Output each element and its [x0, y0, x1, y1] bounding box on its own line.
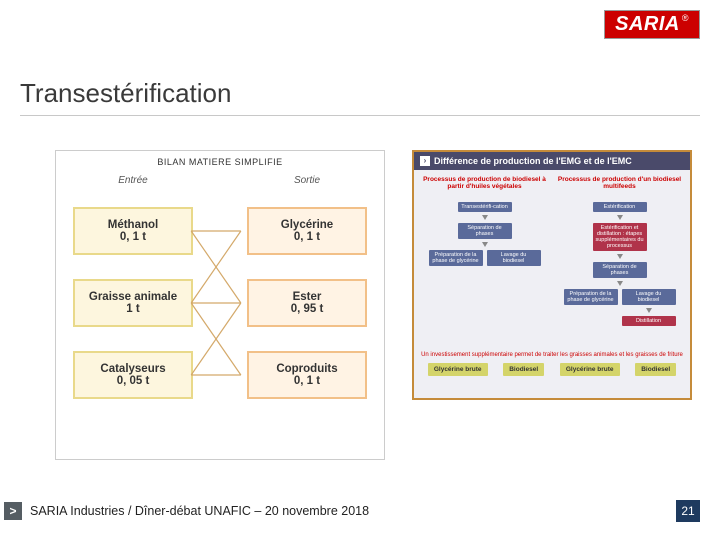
arrow-down-icon: [646, 308, 652, 313]
panel-output: Glycérine brute: [560, 363, 620, 376]
flow-node: Séparation de phases: [593, 262, 647, 278]
flow-node: Préparation de la phase de glycérine: [429, 250, 483, 266]
box-label: Graisse animale: [89, 291, 177, 303]
output-box-coproduits: Coproduits 0, 1 t: [247, 351, 367, 399]
arrow-down-icon: [482, 215, 488, 220]
panel-header-text: Différence de production de l'EMG et de …: [434, 156, 632, 166]
panel-left-col: Processus de production de biodiesel à p…: [420, 176, 549, 344]
panel-right-head: Processus de production d'un biodiesel m…: [555, 176, 684, 198]
panel-right-col: Processus de production d'un biodiesel m…: [555, 176, 684, 344]
input-box-graisse: Graisse animale 1 t: [73, 279, 193, 327]
chevron-icon: ›: [420, 156, 430, 166]
arrow-down-icon: [617, 281, 623, 286]
arrow-down-icon: [482, 242, 488, 247]
input-header: Entrée: [118, 175, 147, 189]
diagram-title: BILAN MATIERE SIMPLIFIE: [56, 151, 384, 175]
output-header: Sortie: [294, 175, 320, 189]
flow-node: Séparation de phases: [458, 223, 512, 239]
flow-node: Transestérifi-cation: [458, 202, 512, 212]
input-box-methanol: Méthanol 0, 1 t: [73, 207, 193, 255]
page-title: Transestérification: [20, 78, 700, 116]
box-qty: 0, 95 t: [291, 303, 324, 315]
panel-output: Biodiesel: [503, 363, 544, 376]
box-qty: 1 t: [126, 303, 139, 315]
panel-left-head: Processus de production de biodiesel à p…: [420, 176, 549, 198]
output-box-ester: Ester 0, 95 t: [247, 279, 367, 327]
process-comparison-panel: › Différence de production de l'EMG et d…: [412, 150, 692, 400]
panel-note: Un investissement supplémentaire permet …: [414, 350, 690, 361]
arrow-down-icon: [617, 215, 623, 220]
flow-node: Distillation: [622, 316, 676, 326]
page-number: 21: [676, 500, 700, 522]
box-label: Ester: [293, 291, 322, 303]
panel-outputs: Glycérine brute Biodiesel Glycérine brut…: [414, 361, 690, 382]
output-box-glycerine: Glycérine 0, 1 t: [247, 207, 367, 255]
box-label: Glycérine: [281, 219, 333, 231]
input-column: Entrée Méthanol 0, 1 t Graisse animale 1…: [68, 175, 198, 425]
panel-output: Biodiesel: [635, 363, 676, 376]
box-qty: 0, 1 t: [294, 231, 320, 243]
panel-right-flow: Estérification Estérification et distill…: [555, 202, 684, 344]
slide: SARIA® Transestérification BILAN MATIERE…: [0, 0, 720, 540]
panel-output: Glycérine brute: [428, 363, 488, 376]
arrow-down-icon: [617, 254, 623, 259]
output-column: Sortie Glycérine 0, 1 t Ester 0, 95 t Co…: [242, 175, 372, 425]
box-label: Coproduits: [276, 363, 337, 375]
panel-header: › Différence de production de l'EMG et d…: [414, 152, 690, 170]
flow-node: Estérification: [593, 202, 647, 212]
flow-node: Lavage du biodiesel: [487, 250, 541, 266]
logo-reg: ®: [682, 13, 689, 23]
logo-badge: SARIA®: [604, 10, 700, 39]
box-label: Méthanol: [108, 219, 158, 231]
diagram-columns: Entrée Méthanol 0, 1 t Graisse animale 1…: [56, 175, 384, 425]
flow-node: Estérification et distillation : étapes …: [593, 223, 647, 251]
flow-node: Lavage du biodiesel: [622, 289, 676, 305]
box-qty: 0, 05 t: [117, 375, 150, 387]
chevron-icon: >: [4, 502, 22, 520]
panel-body: Processus de production de biodiesel à p…: [414, 170, 690, 350]
footer-text: SARIA Industries / Dîner-débat UNAFIC – …: [30, 504, 369, 518]
input-box-catalyseurs: Catalyseurs 0, 05 t: [73, 351, 193, 399]
box-qty: 0, 1 t: [294, 375, 320, 387]
logo: SARIA®: [604, 10, 700, 39]
flow-node: Préparation de la phase de glycérine: [564, 289, 618, 305]
box-qty: 0, 1 t: [120, 231, 146, 243]
logo-text: SARIA: [615, 13, 680, 35]
footer: > SARIA Industries / Dîner-débat UNAFIC …: [0, 500, 720, 522]
panel-left-flow: Transestérifi-cation Séparation de phase…: [420, 202, 549, 344]
box-label: Catalyseurs: [100, 363, 165, 375]
material-balance-diagram: BILAN MATIERE SIMPLIFIE Entrée Méthanol …: [55, 150, 385, 460]
